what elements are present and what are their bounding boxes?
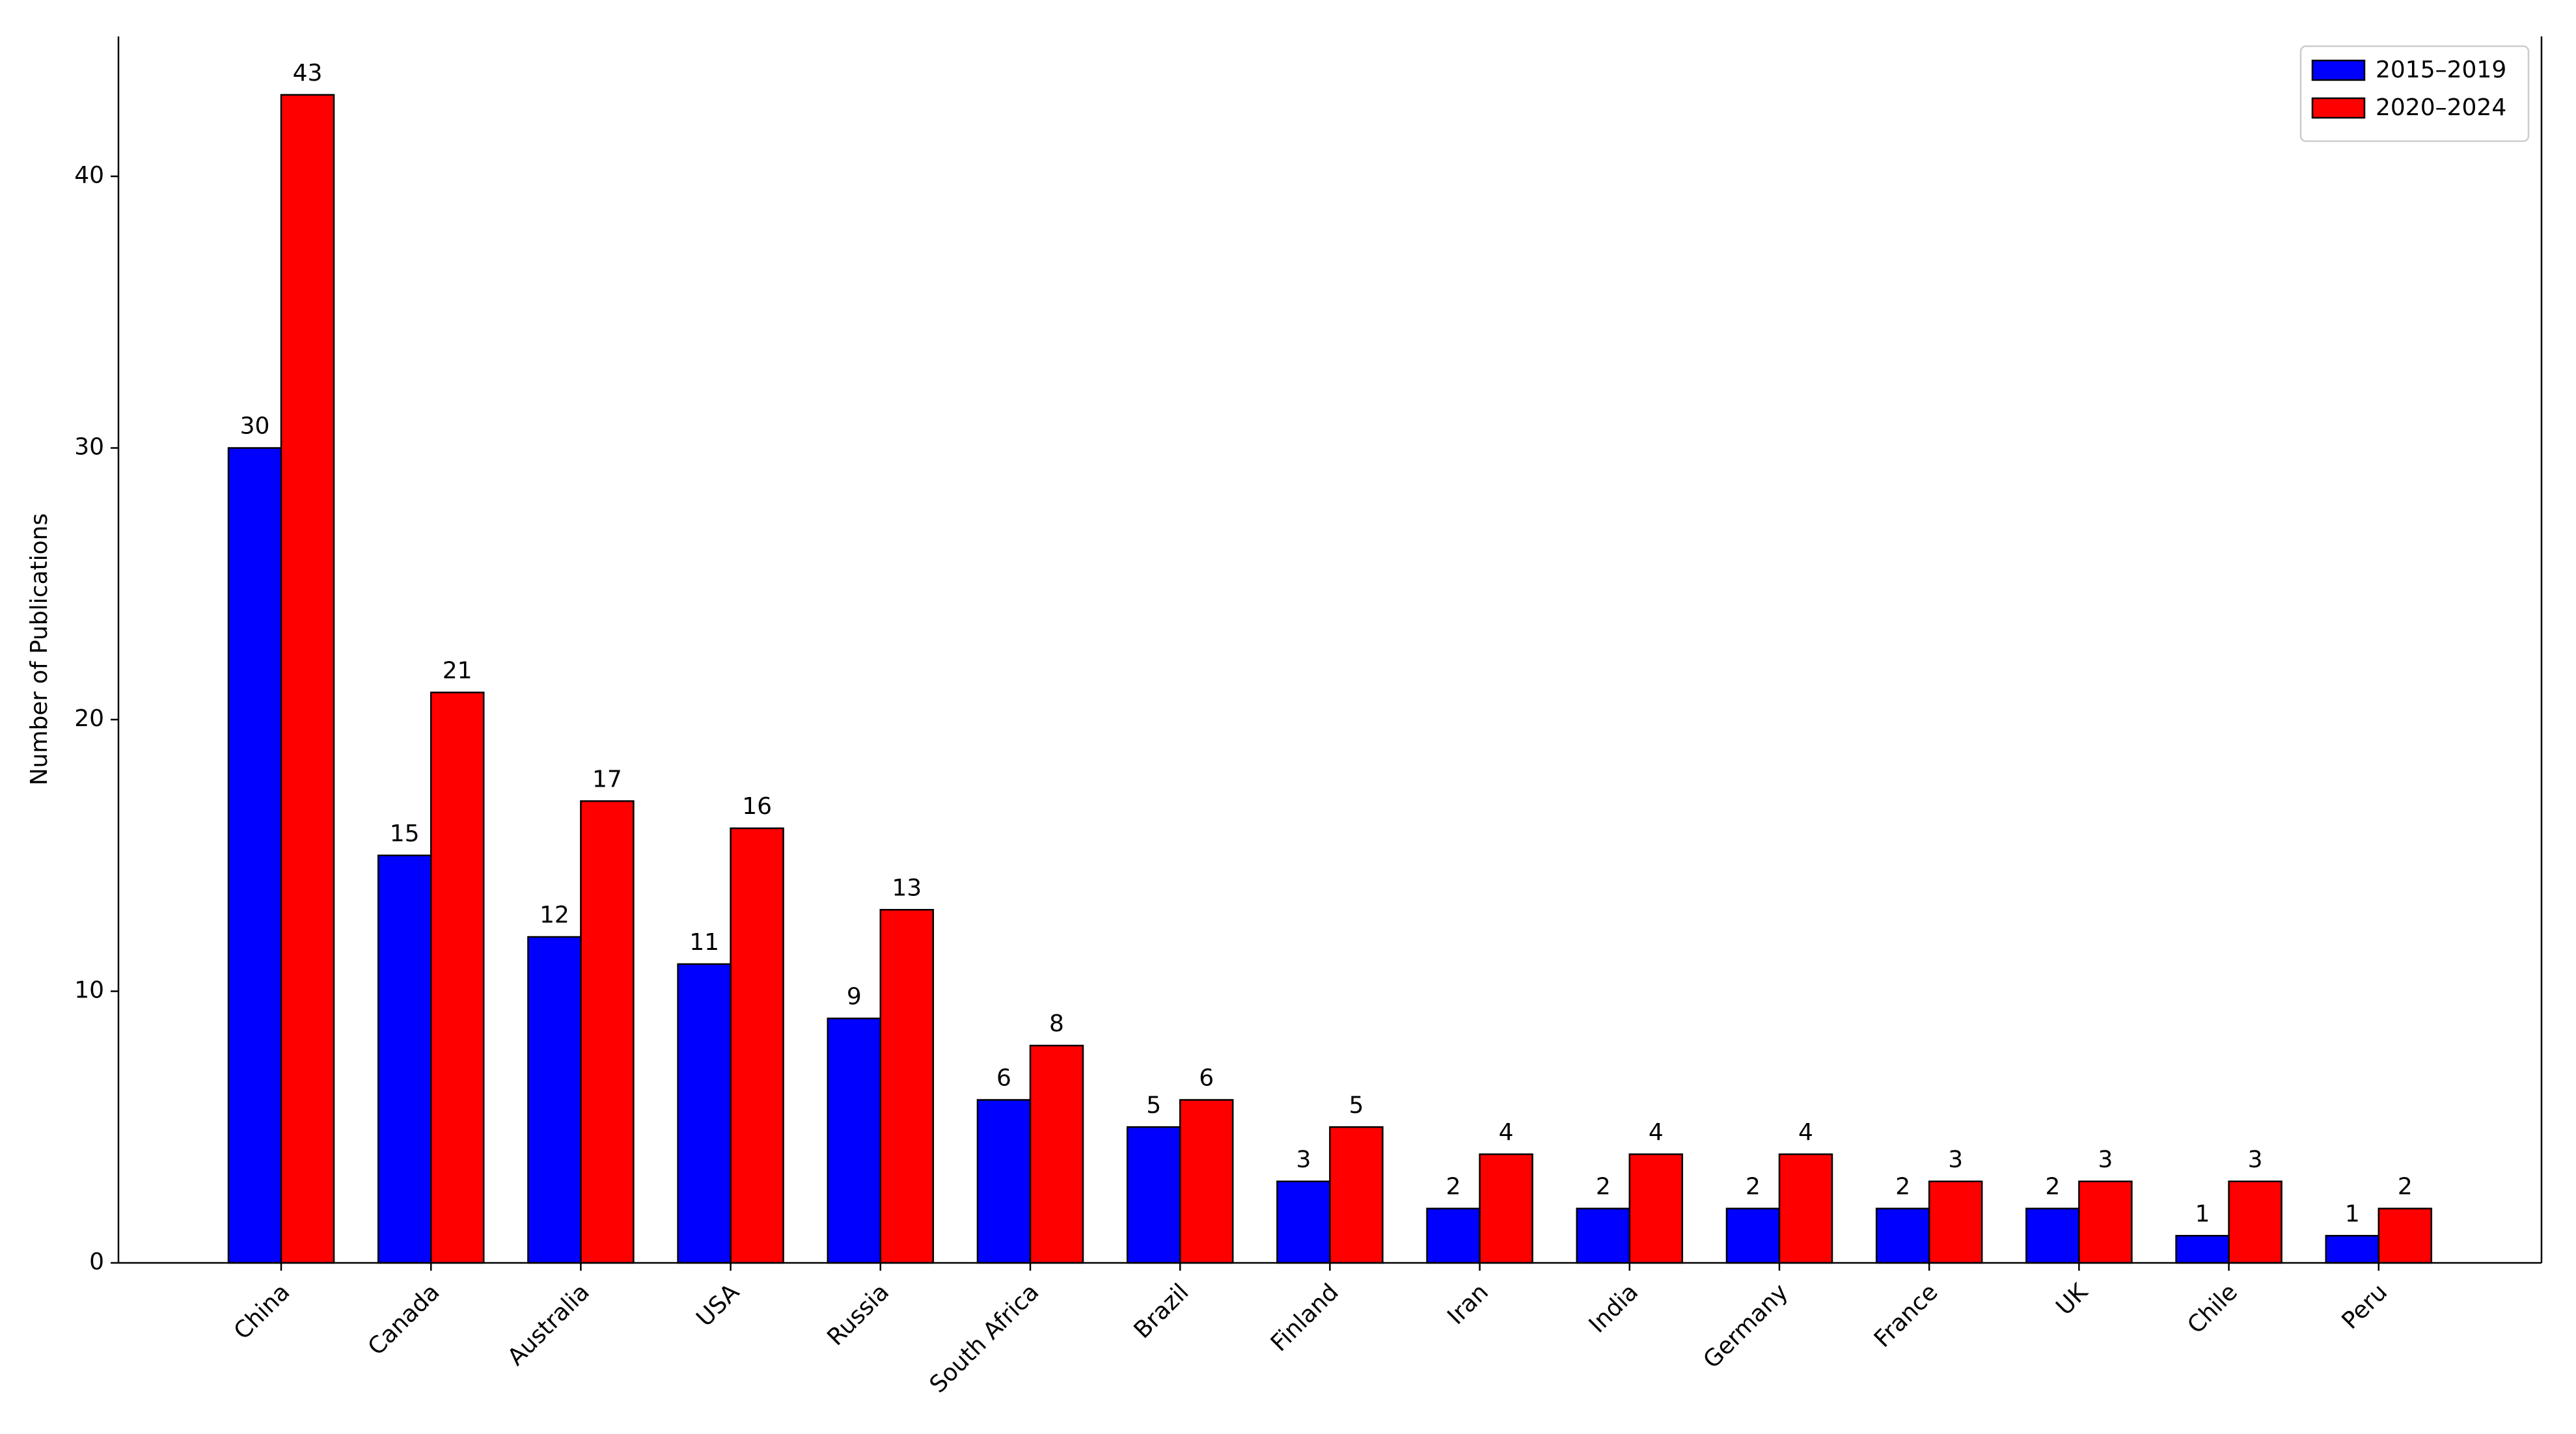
data-label: 2: [1895, 1174, 1910, 1200]
data-label: 6: [1199, 1065, 1214, 1092]
data-label: 3: [2248, 1146, 2263, 1173]
data-label: 5: [1146, 1092, 1161, 1118]
data-label: 9: [847, 983, 862, 1010]
bar: [2325, 1235, 2380, 1264]
bar: [1778, 1153, 1833, 1264]
bar: [1426, 1208, 1481, 1264]
bar: [527, 936, 582, 1264]
x-tick-label: Finland: [1266, 1278, 1344, 1357]
y-axis-label: Number of Publications: [26, 513, 53, 786]
x-tick-label: Canada: [363, 1278, 445, 1360]
x-tick-label: Germany: [1698, 1278, 1793, 1373]
y-tick-label: 0: [89, 1249, 104, 1275]
x-tick-label: France: [1869, 1278, 1943, 1353]
data-label: 1: [2345, 1200, 2360, 1227]
data-label: 16: [742, 793, 772, 820]
y-tick-label: 30: [74, 434, 104, 461]
bar: [227, 447, 282, 1264]
data-label: 30: [240, 413, 270, 440]
data-label: 2: [2045, 1174, 2060, 1200]
data-label: 12: [540, 902, 569, 928]
x-tick-label: China: [229, 1278, 295, 1345]
bar: [1576, 1208, 1631, 1264]
x-tick-label: Chile: [2182, 1278, 2243, 1339]
x-tick-label: South Africa: [925, 1278, 1045, 1398]
x-tick-label: USA: [691, 1278, 745, 1332]
bar: [280, 94, 335, 1264]
data-label: 2: [2398, 1174, 2413, 1200]
data-label: 4: [1798, 1119, 1813, 1146]
bar: [1725, 1208, 1781, 1264]
data-label: 15: [390, 820, 420, 847]
x-tick-label: India: [1584, 1278, 1643, 1338]
data-label: 4: [1499, 1119, 1514, 1146]
x-tick-label: Russia: [822, 1278, 894, 1351]
data-label: 8: [1049, 1010, 1064, 1037]
bar: [1126, 1126, 1181, 1264]
y-tick-label: 20: [74, 705, 104, 732]
data-label: 2: [1446, 1174, 1461, 1200]
legend-swatch: [2311, 97, 2366, 119]
data-label: 43: [293, 60, 323, 87]
bar: [580, 800, 635, 1264]
data-label: 3: [1296, 1146, 1311, 1173]
bar: [1628, 1153, 1684, 1264]
x-tick-label: Brazil: [1129, 1278, 1194, 1344]
data-label: 1: [2195, 1200, 2210, 1227]
data-label: 5: [1349, 1092, 1363, 1118]
data-label: 6: [996, 1065, 1011, 1092]
legend-label: 2020–2024: [2376, 94, 2506, 121]
bar: [1479, 1153, 1533, 1264]
bar: [827, 1018, 882, 1264]
bar: [2228, 1180, 2282, 1264]
legend-label: 2015–2019: [2376, 57, 2506, 83]
bar: [1029, 1044, 1084, 1264]
bar: [1179, 1099, 1234, 1264]
data-label: 11: [689, 929, 719, 956]
x-tick-label: Peru: [2337, 1278, 2393, 1334]
data-label: 2: [1746, 1174, 1761, 1200]
legend-swatch: [2311, 59, 2366, 81]
data-label: 3: [1948, 1146, 1963, 1173]
bar: [2175, 1235, 2230, 1264]
x-tick-label: Iran: [1442, 1278, 1494, 1330]
data-label: 4: [1649, 1119, 1664, 1146]
x-tick-label: UK: [2051, 1278, 2094, 1320]
data-label: 17: [592, 766, 622, 792]
bar: [677, 963, 732, 1264]
bar: [2377, 1208, 2433, 1264]
bar: [377, 854, 432, 1264]
x-tick-label: Australia: [502, 1278, 595, 1371]
bar: [879, 909, 935, 1264]
data-label: 13: [892, 874, 922, 901]
data-label: 3: [2098, 1146, 2113, 1173]
bar: [1276, 1180, 1331, 1264]
bar: [430, 692, 485, 1264]
bar: [1928, 1180, 1983, 1264]
data-label: 2: [1596, 1174, 1611, 1200]
y-tick-label: 40: [74, 162, 104, 189]
bar: [730, 827, 784, 1264]
y-tick-label: 10: [74, 977, 104, 1004]
data-label: 21: [443, 657, 473, 684]
bar: [1329, 1126, 1384, 1264]
bar: [1875, 1208, 1930, 1264]
bar: [976, 1099, 1032, 1264]
bar: [2078, 1180, 2133, 1264]
bar: [2025, 1208, 2080, 1264]
